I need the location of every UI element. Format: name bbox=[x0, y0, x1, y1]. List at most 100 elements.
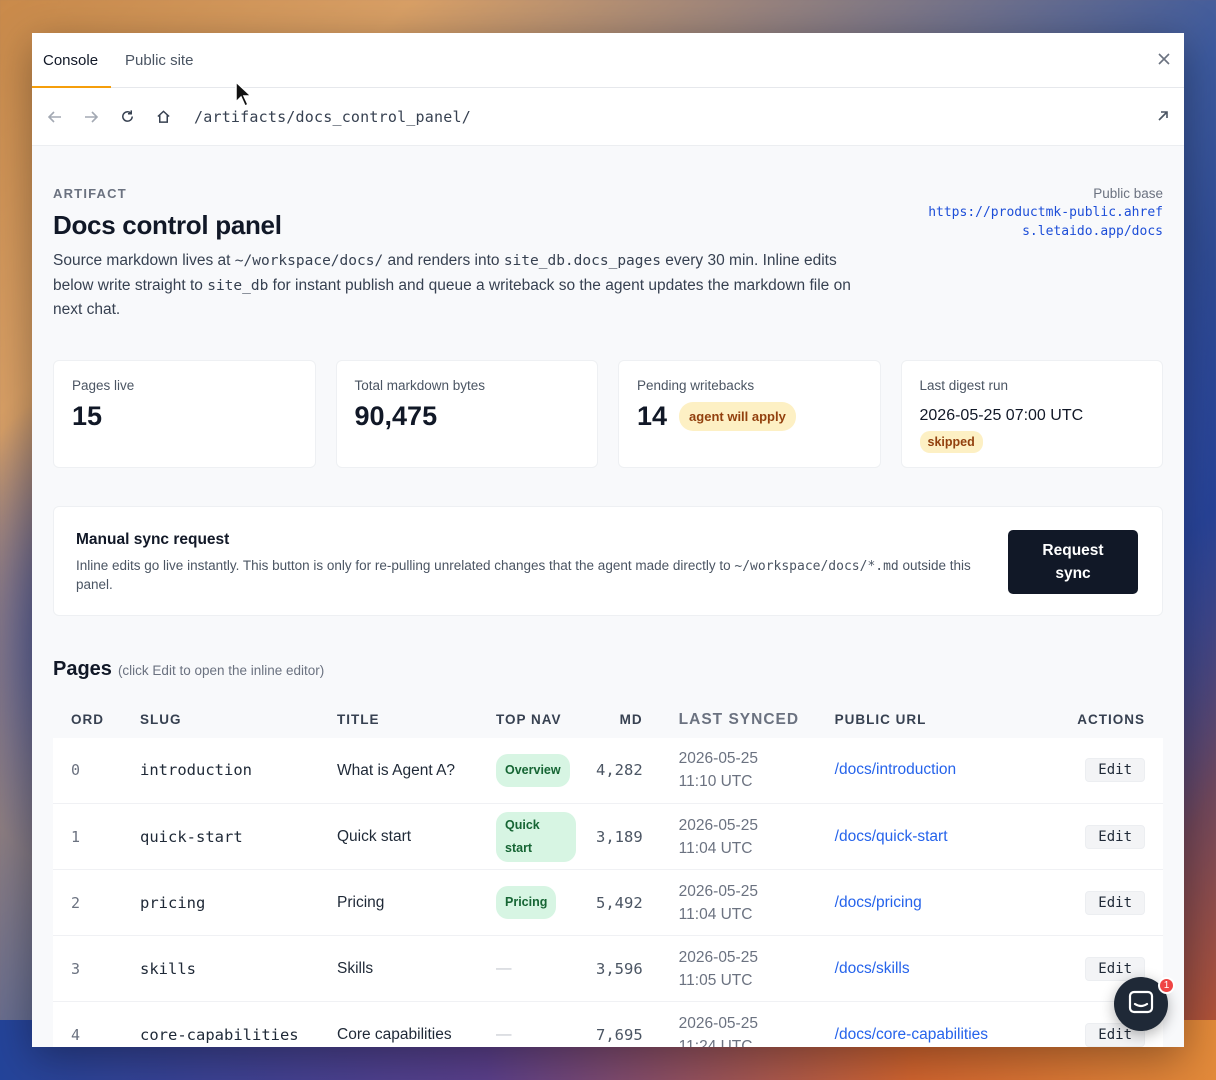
stat-card-pages-live: Pages live 15 bbox=[53, 359, 316, 468]
sync-description: Inline edits go live instantly. This but… bbox=[76, 557, 976, 595]
back-arrow-icon[interactable] bbox=[42, 104, 68, 130]
home-icon[interactable] bbox=[150, 104, 176, 130]
column-header[interactable]: MD bbox=[619, 712, 643, 727]
md-size-cell: 3,596 bbox=[596, 935, 679, 1002]
synced-time: 11:04 UTC bbox=[678, 905, 753, 923]
column-header[interactable]: TITLE bbox=[337, 712, 380, 727]
stats-row: Pages live 15 Total markdown bytes 90,47… bbox=[53, 359, 1163, 468]
manual-sync-card: Manual sync request Inline edits go live… bbox=[53, 505, 1163, 616]
open-external-icon[interactable] bbox=[1152, 105, 1174, 127]
synced-date: 2026-05-25 bbox=[678, 750, 758, 768]
public-url-link[interactable]: /docs/introduction bbox=[834, 761, 957, 779]
last-synced-cell: 2026-05-25 11:24 UTC bbox=[678, 1001, 835, 1047]
column-header: ACTIONS bbox=[1077, 712, 1145, 727]
last-synced-cell: 2026-05-25 11:10 UTC bbox=[678, 737, 835, 804]
status-badge: skipped bbox=[919, 430, 983, 453]
public-url-link[interactable]: /docs/quick-start bbox=[834, 827, 948, 845]
chat-launcher-button[interactable]: 1 bbox=[1114, 977, 1175, 1031]
table-row: 0 introduction What is Agent A? Overview… bbox=[53, 737, 1163, 804]
last-synced-cell: 2026-05-25 11:05 UTC bbox=[678, 935, 835, 1002]
sync-desc-text: Inline edits go live instantly. This but… bbox=[76, 557, 735, 573]
synced-time: 11:10 UTC bbox=[678, 773, 753, 791]
ord-cell: 1 bbox=[53, 803, 140, 870]
edit-button[interactable]: Edit bbox=[1085, 890, 1145, 915]
public-base: Public base https://productmk-public.ahr… bbox=[913, 186, 1163, 241]
title-cell: Pricing bbox=[337, 869, 496, 936]
address-path[interactable]: /artifacts/docs_control_panel/ bbox=[194, 107, 471, 126]
edit-button[interactable]: Edit bbox=[1085, 758, 1145, 783]
reload-icon[interactable] bbox=[114, 104, 140, 130]
column-header[interactable]: LAST SYNCED bbox=[678, 711, 800, 728]
column-header[interactable]: TOP NAV bbox=[496, 712, 562, 727]
edit-button[interactable]: Edit bbox=[1085, 824, 1145, 849]
table-row: 3 skills Skills — 3,596 2026-05-25 11:05 … bbox=[53, 935, 1163, 1002]
desc-code: ~/workspace/docs/ bbox=[234, 253, 384, 269]
page-eyebrow: ARTIFACT bbox=[53, 186, 127, 201]
column-header[interactable]: ORD bbox=[71, 712, 104, 727]
forward-arrow-icon[interactable] bbox=[78, 104, 104, 130]
table-row: 2 pricing Pricing Pricing 5,492 2026-05-… bbox=[53, 869, 1163, 936]
actions-cell: Edit bbox=[1046, 935, 1163, 1002]
top-nav-cell: — bbox=[496, 935, 596, 1002]
stat-number: 90,475 bbox=[354, 400, 438, 431]
sync-desc-text: outside this panel. bbox=[76, 557, 971, 593]
edit-button[interactable]: Edit bbox=[1085, 956, 1145, 981]
close-icon[interactable] bbox=[1152, 47, 1176, 71]
public-url-link[interactable]: /docs/core-capabilities bbox=[834, 1025, 989, 1043]
title-cell: Skills bbox=[337, 935, 496, 1002]
public-url-cell: /docs/core-capabilities bbox=[834, 1001, 1047, 1047]
pages-header: Pages (click Edit to open the inline edi… bbox=[53, 658, 1163, 681]
stat-value: 90,475 bbox=[355, 401, 580, 432]
tab-label: Console bbox=[43, 51, 99, 69]
synced-date: 2026-05-25 bbox=[678, 1014, 758, 1032]
synced-time: 11:05 UTC bbox=[678, 971, 753, 989]
synced-date: 2026-05-25 bbox=[678, 816, 758, 834]
desc-text: and renders into bbox=[383, 252, 504, 269]
desc-code: site_db bbox=[207, 277, 269, 294]
top-nav-empty: — bbox=[496, 959, 512, 977]
actions-cell: Edit bbox=[1046, 803, 1163, 870]
notification-badge: 1 bbox=[1158, 977, 1175, 994]
stat-value: 2026-05-25 07:00 UTC bbox=[919, 406, 1084, 424]
top-nav-pill: Overview bbox=[496, 753, 570, 787]
desc-text: every 30 min. Inline edits below write s… bbox=[53, 252, 837, 294]
table-row: 4 core-capabilities Core capabilities — … bbox=[53, 1001, 1163, 1047]
tab-public-site[interactable]: Public site bbox=[125, 33, 206, 87]
chat-icon bbox=[1128, 990, 1154, 1019]
md-size-cell: 3,189 bbox=[596, 803, 679, 870]
ord-cell: 0 bbox=[53, 737, 140, 804]
md-size-cell: 5,492 bbox=[596, 869, 679, 936]
column-header[interactable]: PUBLIC URL bbox=[834, 712, 927, 727]
desc-code: site_db.docs_pages bbox=[503, 253, 661, 269]
top-nav-cell: Pricing bbox=[496, 869, 596, 936]
column-header[interactable]: SLUG bbox=[140, 712, 182, 727]
synced-date: 2026-05-25 bbox=[678, 882, 758, 900]
slug-cell: pricing bbox=[140, 869, 337, 936]
slug-cell: quick-start bbox=[140, 803, 337, 870]
public-url-link[interactable]: /docs/pricing bbox=[834, 893, 922, 911]
request-sync-button[interactable]: Request sync bbox=[1008, 529, 1138, 594]
main-content: ARTIFACT Docs control panel Source markd… bbox=[32, 146, 1184, 1047]
last-synced-cell: 2026-05-25 11:04 UTC bbox=[678, 803, 835, 870]
mouse-cursor-icon bbox=[234, 80, 254, 113]
table-row: 1 quick-start Quick start Quick start 3,… bbox=[53, 803, 1163, 870]
slug-cell: core-capabilities bbox=[140, 1001, 337, 1047]
stat-number: 15 bbox=[72, 400, 103, 431]
tab-console[interactable]: Console bbox=[32, 33, 112, 88]
desc-text: for instant publish and queue a writebac… bbox=[53, 276, 851, 319]
pages-hint: (click Edit to open the inline editor) bbox=[117, 662, 325, 678]
stat-label: Pages live bbox=[72, 377, 135, 393]
synced-date: 2026-05-25 bbox=[678, 948, 758, 966]
public-base-label: Public base bbox=[1093, 186, 1163, 201]
synced-time: 11:04 UTC bbox=[678, 839, 753, 857]
ord-cell: 2 bbox=[53, 869, 140, 936]
public-url-cell: /docs/skills bbox=[834, 935, 1047, 1002]
public-base-link[interactable]: https://productmk-public.ahrefs.letaido.… bbox=[928, 205, 1163, 239]
address-bar: /artifacts/docs_control_panel/ bbox=[32, 88, 1184, 146]
stat-label: Total markdown bytes bbox=[354, 377, 486, 393]
top-nav-cell: Overview bbox=[496, 737, 596, 804]
tab-bar: Console Public site bbox=[32, 33, 1184, 88]
status-badge: agent will apply bbox=[679, 401, 796, 431]
actions-cell: Edit bbox=[1046, 737, 1163, 804]
public-url-link[interactable]: /docs/skills bbox=[834, 959, 910, 977]
